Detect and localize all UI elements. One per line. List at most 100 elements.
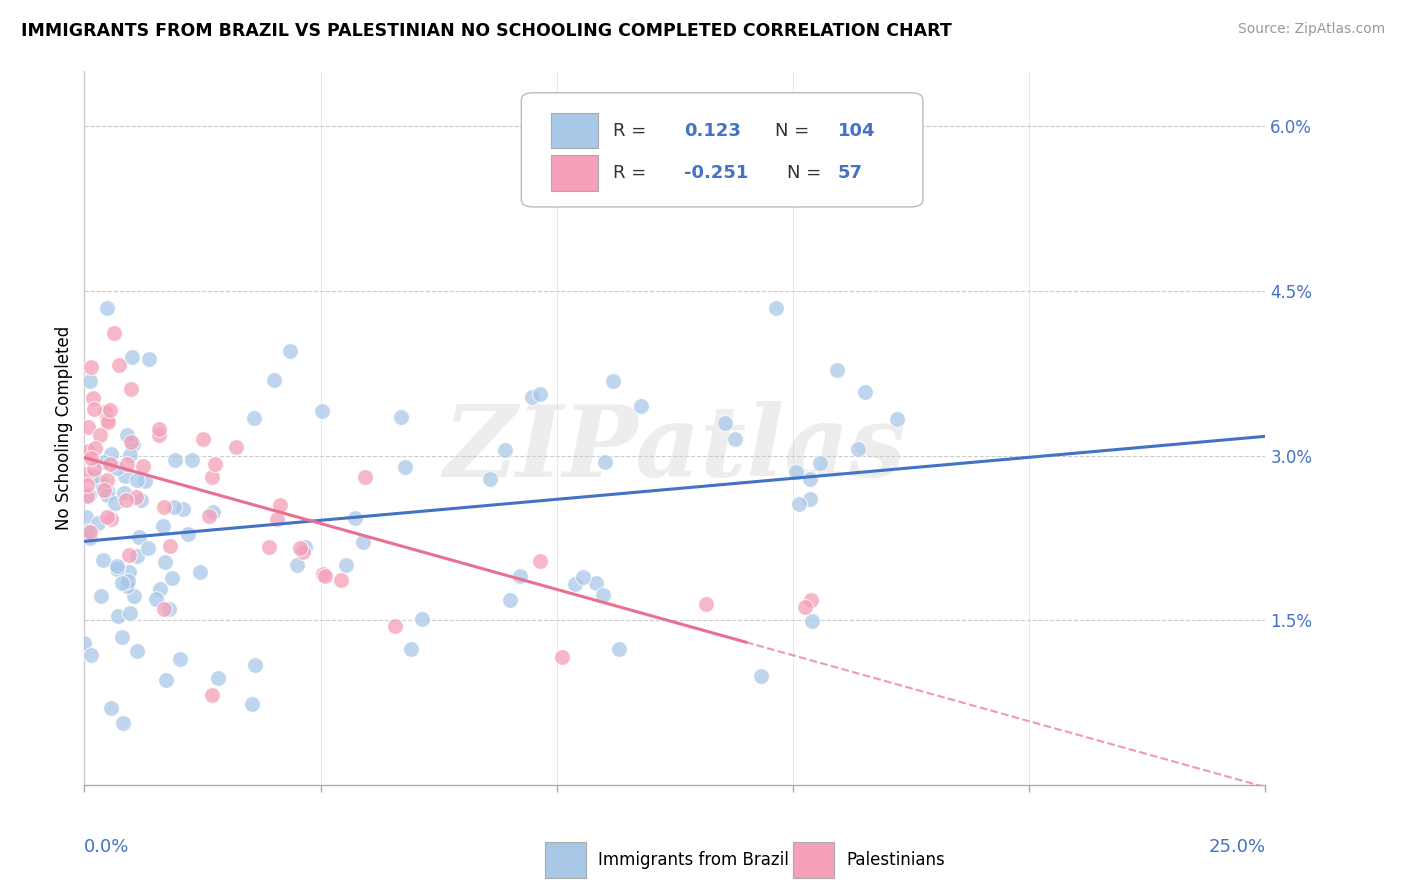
Point: [202, 505, 225, 519]
Point: [75, 509, 97, 524]
Point: [191, 432, 214, 446]
Point: [520, 390, 543, 404]
Point: [83, 441, 105, 455]
Point: [100, 512, 122, 526]
Point: [353, 470, 375, 484]
Point: [312, 567, 335, 582]
Point: [87, 516, 110, 530]
Point: [76, 419, 98, 434]
Point: [97, 485, 120, 500]
Point: [83, 469, 105, 483]
Point: [132, 458, 155, 473]
Point: [314, 569, 336, 583]
Point: [794, 599, 817, 614]
Point: [188, 566, 211, 580]
Point: [125, 474, 148, 488]
Point: [152, 518, 174, 533]
Point: [96, 488, 118, 502]
Point: [394, 459, 416, 474]
Point: [138, 351, 160, 366]
Point: [76, 489, 98, 503]
Point: [201, 688, 224, 702]
Point: [80, 450, 103, 465]
Point: [98, 458, 121, 472]
Text: 57: 57: [838, 164, 863, 182]
Point: [98, 403, 121, 417]
Point: [152, 500, 174, 515]
Point: [80, 648, 103, 662]
Point: [94, 404, 117, 418]
Point: [399, 641, 422, 656]
Point: [83, 462, 105, 476]
Point: [602, 374, 624, 388]
Point: [118, 566, 141, 580]
Point: [90, 589, 112, 603]
Point: [269, 498, 291, 512]
Point: [145, 591, 167, 606]
Point: [155, 673, 177, 687]
Point: [97, 415, 120, 429]
Point: [808, 456, 831, 470]
Point: [125, 549, 148, 564]
Point: [294, 541, 316, 555]
Point: [90, 476, 112, 491]
Point: [108, 359, 131, 373]
Point: [114, 468, 136, 483]
Point: [169, 652, 191, 666]
Point: [592, 588, 614, 602]
Point: [800, 592, 823, 607]
Point: [93, 455, 115, 469]
FancyBboxPatch shape: [793, 842, 834, 878]
Point: [79, 374, 101, 388]
Point: [105, 460, 128, 475]
Point: [163, 500, 186, 514]
Point: [292, 545, 315, 559]
Point: [329, 573, 352, 587]
Point: [115, 579, 138, 593]
Point: [499, 592, 522, 607]
Point: [103, 326, 125, 340]
Point: [765, 301, 787, 316]
Point: [550, 649, 572, 664]
Point: [180, 453, 202, 467]
Point: [787, 497, 810, 511]
Point: [91, 553, 114, 567]
Point: [177, 527, 200, 541]
Point: [846, 442, 869, 457]
Point: [80, 359, 103, 374]
Point: [352, 534, 374, 549]
Point: [198, 508, 221, 523]
Text: 25.0%: 25.0%: [1208, 838, 1265, 856]
Point: [149, 582, 172, 596]
Point: [288, 541, 311, 555]
Point: [96, 301, 118, 315]
Point: [159, 539, 181, 553]
Point: [76, 444, 98, 458]
FancyBboxPatch shape: [522, 93, 922, 207]
Point: [112, 716, 135, 731]
Point: [148, 428, 170, 442]
Point: [76, 478, 98, 492]
Point: [83, 401, 105, 416]
Text: Palestinians: Palestinians: [846, 851, 945, 869]
Y-axis label: No Schooling Completed: No Schooling Completed: [55, 326, 73, 530]
Point: [607, 642, 630, 657]
Point: [564, 577, 586, 591]
Point: [695, 597, 717, 611]
Point: [120, 382, 142, 396]
Point: [148, 422, 170, 436]
Point: [77, 524, 100, 538]
Point: [96, 473, 118, 487]
Point: [115, 493, 138, 508]
Point: [153, 602, 176, 616]
Text: N =: N =: [787, 164, 821, 182]
Text: 0.0%: 0.0%: [84, 838, 129, 856]
Point: [120, 607, 142, 621]
Point: [75, 467, 97, 481]
Point: [384, 618, 406, 632]
Text: R =: R =: [613, 164, 647, 182]
FancyBboxPatch shape: [551, 155, 598, 191]
Point: [479, 472, 502, 486]
Point: [204, 457, 226, 471]
Point: [128, 530, 150, 544]
